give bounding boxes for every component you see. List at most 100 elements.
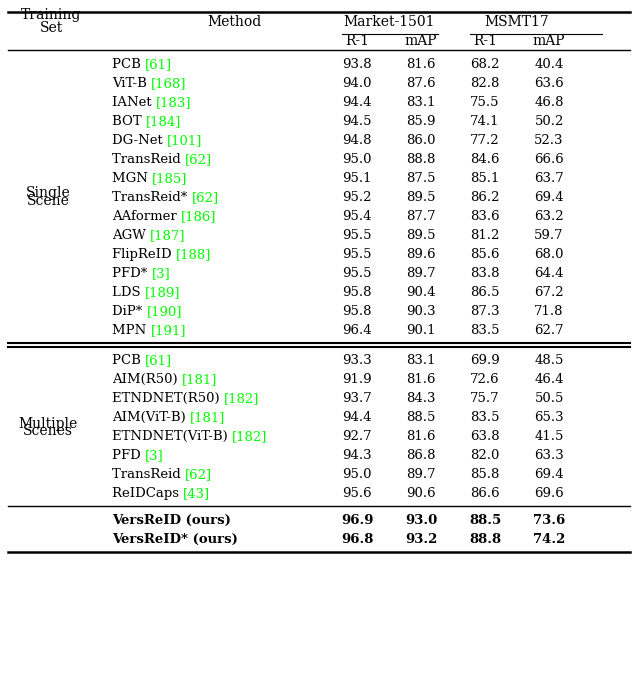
Text: mAP: mAP <box>405 35 437 48</box>
Text: 94.5: 94.5 <box>342 115 372 128</box>
Text: [182]: [182] <box>224 392 259 405</box>
Text: 77.2: 77.2 <box>470 133 500 146</box>
Text: TransReid: TransReid <box>112 469 185 481</box>
Text: ETNDNET(R50): ETNDNET(R50) <box>112 392 224 405</box>
Text: 68.0: 68.0 <box>534 248 564 261</box>
Text: Set: Set <box>40 21 63 35</box>
Text: [3]: [3] <box>152 267 170 280</box>
Text: AAformer: AAformer <box>112 210 181 223</box>
Text: 40.4: 40.4 <box>534 58 564 71</box>
Text: AIM(ViT-B): AIM(ViT-B) <box>112 411 190 424</box>
Text: 96.9: 96.9 <box>341 514 373 527</box>
Text: 94.8: 94.8 <box>342 133 372 146</box>
Text: [101]: [101] <box>167 133 202 146</box>
Text: [185]: [185] <box>152 172 188 185</box>
Text: 84.3: 84.3 <box>406 392 436 405</box>
Text: 83.1: 83.1 <box>406 96 436 109</box>
Text: 94.4: 94.4 <box>342 411 372 424</box>
Text: 95.0: 95.0 <box>342 469 372 481</box>
Text: VersReID (ours): VersReID (ours) <box>112 514 231 527</box>
Text: 63.3: 63.3 <box>534 449 564 462</box>
Text: 93.2: 93.2 <box>405 533 437 546</box>
Text: AGW: AGW <box>112 229 150 242</box>
Text: [62]: [62] <box>185 469 212 481</box>
Text: 63.2: 63.2 <box>534 210 564 223</box>
Text: 87.5: 87.5 <box>406 172 436 185</box>
Text: 62.7: 62.7 <box>534 323 564 336</box>
Text: [187]: [187] <box>150 229 186 242</box>
Text: 91.9: 91.9 <box>342 373 372 386</box>
Text: TransReid: TransReid <box>112 153 185 165</box>
Text: [182]: [182] <box>232 430 268 443</box>
Text: 81.2: 81.2 <box>470 229 500 242</box>
Text: 95.2: 95.2 <box>342 191 372 204</box>
Text: [190]: [190] <box>147 305 182 318</box>
Text: 95.5: 95.5 <box>342 248 372 261</box>
Text: 95.5: 95.5 <box>342 229 372 242</box>
Text: 95.8: 95.8 <box>342 286 372 299</box>
Text: 69.6: 69.6 <box>534 488 564 501</box>
Text: 85.1: 85.1 <box>470 172 500 185</box>
Text: 83.5: 83.5 <box>470 411 500 424</box>
Text: 87.3: 87.3 <box>470 305 500 318</box>
Text: 86.5: 86.5 <box>470 286 500 299</box>
Text: R-1: R-1 <box>473 35 497 48</box>
Text: MSMT17: MSMT17 <box>484 16 550 29</box>
Text: 95.0: 95.0 <box>342 153 372 165</box>
Text: 83.1: 83.1 <box>406 354 436 367</box>
Text: 90.1: 90.1 <box>406 323 436 336</box>
Text: [184]: [184] <box>146 115 181 128</box>
Text: 59.7: 59.7 <box>534 229 564 242</box>
Text: 82.8: 82.8 <box>470 77 500 90</box>
Text: 87.6: 87.6 <box>406 77 436 90</box>
Text: ReIDCaps: ReIDCaps <box>112 488 183 501</box>
Text: 69.9: 69.9 <box>470 354 500 367</box>
Text: 71.8: 71.8 <box>534 305 564 318</box>
Text: 83.8: 83.8 <box>470 267 500 280</box>
Text: 95.4: 95.4 <box>342 210 372 223</box>
Text: MGN: MGN <box>112 172 152 185</box>
Text: 82.0: 82.0 <box>470 449 500 462</box>
Text: ETNDNET(ViT-B): ETNDNET(ViT-B) <box>112 430 232 443</box>
Text: 85.8: 85.8 <box>470 469 500 481</box>
Text: DG-Net: DG-Net <box>112 133 167 146</box>
Text: 41.5: 41.5 <box>534 430 564 443</box>
Text: 95.6: 95.6 <box>342 488 372 501</box>
Text: 92.7: 92.7 <box>342 430 372 443</box>
Text: 66.6: 66.6 <box>534 153 564 165</box>
Text: 81.6: 81.6 <box>406 58 436 71</box>
Text: 90.6: 90.6 <box>406 488 436 501</box>
Text: 63.8: 63.8 <box>470 430 500 443</box>
Text: 89.6: 89.6 <box>406 248 436 261</box>
Text: 89.7: 89.7 <box>406 469 436 481</box>
Text: 67.2: 67.2 <box>534 286 564 299</box>
Text: 68.2: 68.2 <box>470 58 500 71</box>
Text: LDS: LDS <box>112 286 145 299</box>
Text: ViT-B: ViT-B <box>112 77 151 90</box>
Text: 90.3: 90.3 <box>406 305 436 318</box>
Text: [181]: [181] <box>182 373 217 386</box>
Text: 94.3: 94.3 <box>342 449 372 462</box>
Text: 89.5: 89.5 <box>406 191 436 204</box>
Text: 87.7: 87.7 <box>406 210 436 223</box>
Text: 90.4: 90.4 <box>406 286 436 299</box>
Text: 83.6: 83.6 <box>470 210 500 223</box>
Text: [183]: [183] <box>156 96 191 109</box>
Text: Market-1501: Market-1501 <box>344 16 435 29</box>
Text: 88.5: 88.5 <box>469 514 501 527</box>
Text: Scenes: Scenes <box>23 424 73 438</box>
Text: mAP: mAP <box>533 35 565 48</box>
Text: [168]: [168] <box>151 77 187 90</box>
Text: 86.2: 86.2 <box>470 191 500 204</box>
Text: 86.0: 86.0 <box>406 133 436 146</box>
Text: 46.8: 46.8 <box>534 96 564 109</box>
Text: [3]: [3] <box>145 449 164 462</box>
Text: [181]: [181] <box>190 411 225 424</box>
Text: 65.3: 65.3 <box>534 411 564 424</box>
Text: 81.6: 81.6 <box>406 373 436 386</box>
Text: 63.6: 63.6 <box>534 77 564 90</box>
Text: 86.6: 86.6 <box>470 488 500 501</box>
Text: 88.8: 88.8 <box>469 533 501 546</box>
Text: 74.1: 74.1 <box>470 115 500 128</box>
Text: PCB: PCB <box>112 58 145 71</box>
